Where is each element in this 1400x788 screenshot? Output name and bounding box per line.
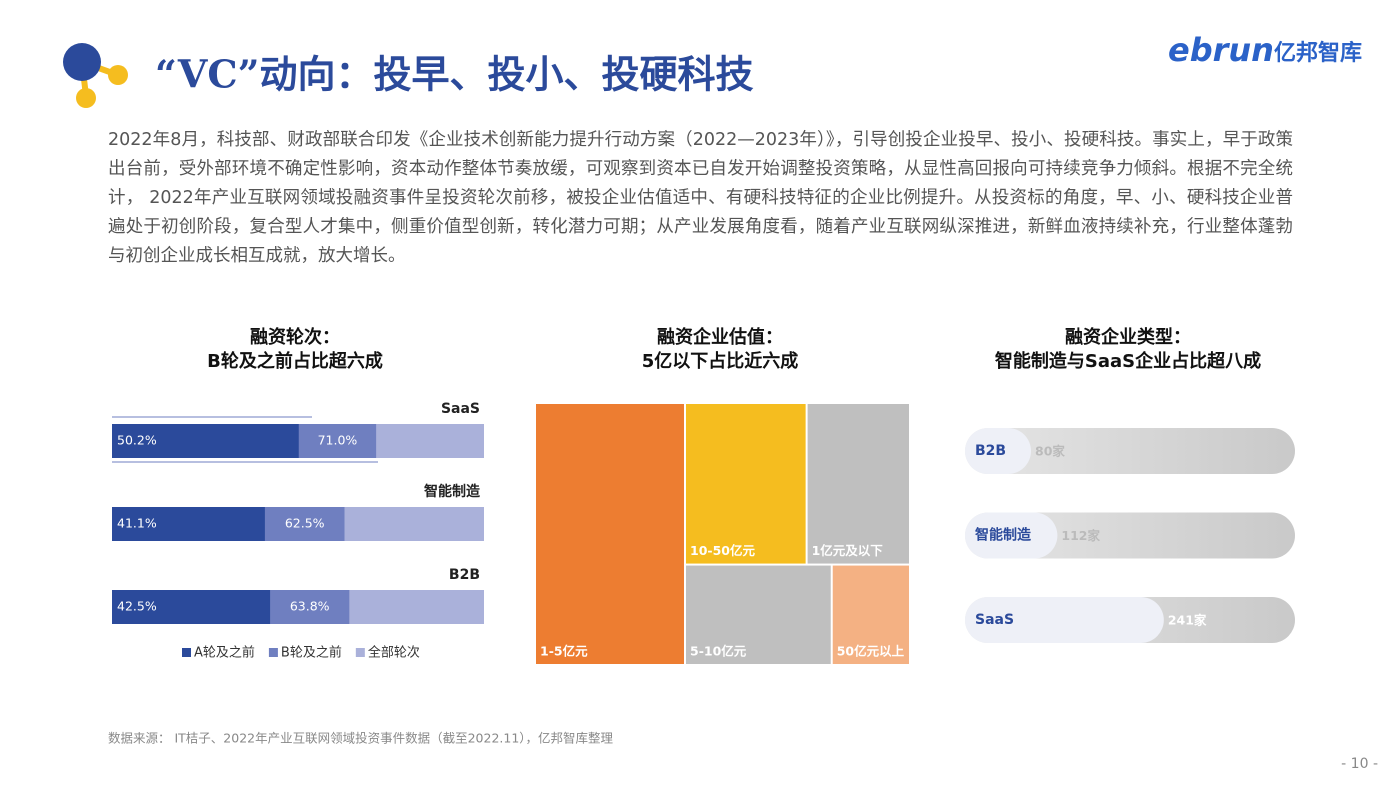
chart-title: B轮及之前占比超六成 — [207, 350, 383, 372]
category-label: 智能制造 — [974, 527, 1031, 544]
treemap-cell — [686, 404, 806, 564]
chart-title: 融资轮次： — [250, 326, 340, 348]
logo-icon — [63, 43, 101, 81]
value-label: 50.2% — [117, 433, 157, 448]
treemap-cell — [686, 565, 831, 664]
treemap-cell — [536, 404, 684, 664]
category-label: B2B — [449, 567, 480, 583]
category-label: B2B — [975, 443, 1006, 459]
treemap-cell — [832, 565, 909, 664]
legend-label: B轮及之前 — [281, 645, 342, 661]
legend-swatch — [182, 648, 191, 657]
value-label: 112家 — [1061, 528, 1100, 543]
track — [965, 428, 1295, 474]
treemap-cell — [807, 404, 909, 564]
chart-title: 5亿以下占比近六成 — [642, 350, 799, 372]
page-number: - 10 - — [1341, 756, 1378, 772]
paragraph: 2022年8月，科技部、财政部联合印发《企业技术创新能力提升行动方案（2022—… — [108, 130, 1293, 266]
category-label: 智能制造 — [423, 483, 480, 500]
bar — [965, 428, 1031, 474]
cell-label: 1亿元及以下 — [812, 543, 884, 558]
value-label: 63.8% — [290, 599, 330, 614]
bar — [112, 424, 299, 458]
value-label: 62.5% — [285, 516, 325, 531]
logo-icon — [108, 65, 128, 85]
logo-brand: ebrun — [1168, 31, 1274, 69]
bar — [965, 597, 1164, 643]
legend-swatch — [355, 648, 365, 657]
legend-label: A轮及之前 — [194, 645, 255, 661]
chart-title: 融资企业估值： — [657, 326, 783, 348]
value-label: 71.0% — [318, 433, 358, 448]
bar — [965, 512, 1058, 559]
chart-title: 融资企业类型： — [1065, 326, 1191, 348]
title: “VC”动向：投早、投小、投硬科技 — [155, 52, 754, 97]
chart-title: 智能制造与SaaS企业占比超八成 — [995, 350, 1261, 372]
category-label: SaaS — [975, 612, 1014, 628]
value-label: 80家 — [1035, 444, 1065, 459]
cell-label: 1-5亿元 — [540, 644, 588, 659]
legend-label: 全部轮次 — [368, 645, 420, 661]
value-label: 42.5% — [117, 599, 157, 614]
logo-icon — [76, 88, 96, 108]
category-label: SaaS — [441, 401, 480, 417]
cell-label: 50亿元以上 — [837, 644, 905, 659]
source: 数据来源： IT桔子、2022年产业互联网领域投资事件数据（截至2022.11）… — [108, 731, 614, 746]
cell-label: 10-50亿元 — [690, 543, 755, 558]
cell-label: 5-10亿元 — [690, 644, 747, 659]
legend-swatch — [268, 648, 278, 657]
value-label: 241家 — [1168, 613, 1207, 628]
bar — [112, 590, 271, 624]
bar — [112, 507, 265, 541]
logo-name: 亿邦智库 — [1274, 40, 1362, 66]
value-label: 41.1% — [117, 516, 157, 531]
